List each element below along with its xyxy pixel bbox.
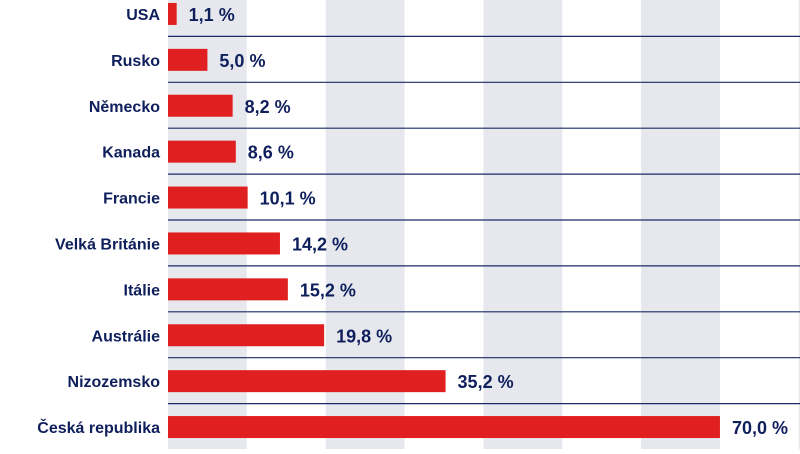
category-label: Rusko	[111, 53, 160, 70]
bar-1	[168, 48, 208, 71]
bar-3	[168, 140, 236, 163]
bar-2	[168, 94, 233, 117]
category-label: Česká republika	[37, 418, 160, 437]
band-40	[483, 0, 563, 449]
band-80	[798, 0, 800, 449]
value-label: 35,2 %	[458, 372, 514, 392]
category-labels: USA Rusko Německo Kanada Francie Velká Britán…	[37, 7, 160, 437]
value-label: 5,0 %	[219, 51, 265, 71]
value-label: 19,8 %	[336, 326, 392, 346]
bar-0	[168, 2, 177, 25]
bar-9	[168, 416, 720, 439]
category-label: Francie	[103, 191, 160, 208]
category-label: Kanada	[102, 145, 160, 162]
category-label: Itálie	[124, 282, 161, 299]
bar-6	[168, 278, 288, 301]
value-labels: 1,1 % 5,0 % 8,2 % 8,6 % 10,1 % 14,2 % 15,2 % 19…	[189, 5, 788, 438]
bars-group	[168, 2, 720, 439]
row-separators	[168, 35, 800, 405]
category-label: USA	[126, 7, 160, 24]
bar-7	[168, 324, 325, 347]
value-label: 8,6 %	[248, 143, 294, 163]
value-label: 14,2 %	[292, 234, 348, 254]
background-bands	[168, 0, 800, 449]
value-label: 1,1 %	[189, 5, 235, 25]
bar-8	[168, 370, 446, 393]
category-label: Velká Británie	[55, 236, 160, 253]
value-label: 70,0 %	[732, 418, 788, 438]
category-label: Austrálie	[92, 328, 161, 345]
value-label: 8,2 %	[245, 97, 291, 117]
bar-4	[168, 186, 248, 209]
bar-5	[168, 232, 280, 255]
value-label: 10,1 %	[260, 189, 316, 209]
category-label: Nizozemsko	[68, 374, 161, 391]
value-label: 15,2 %	[300, 280, 356, 300]
category-label: Německo	[89, 99, 160, 116]
band-60	[641, 0, 720, 449]
